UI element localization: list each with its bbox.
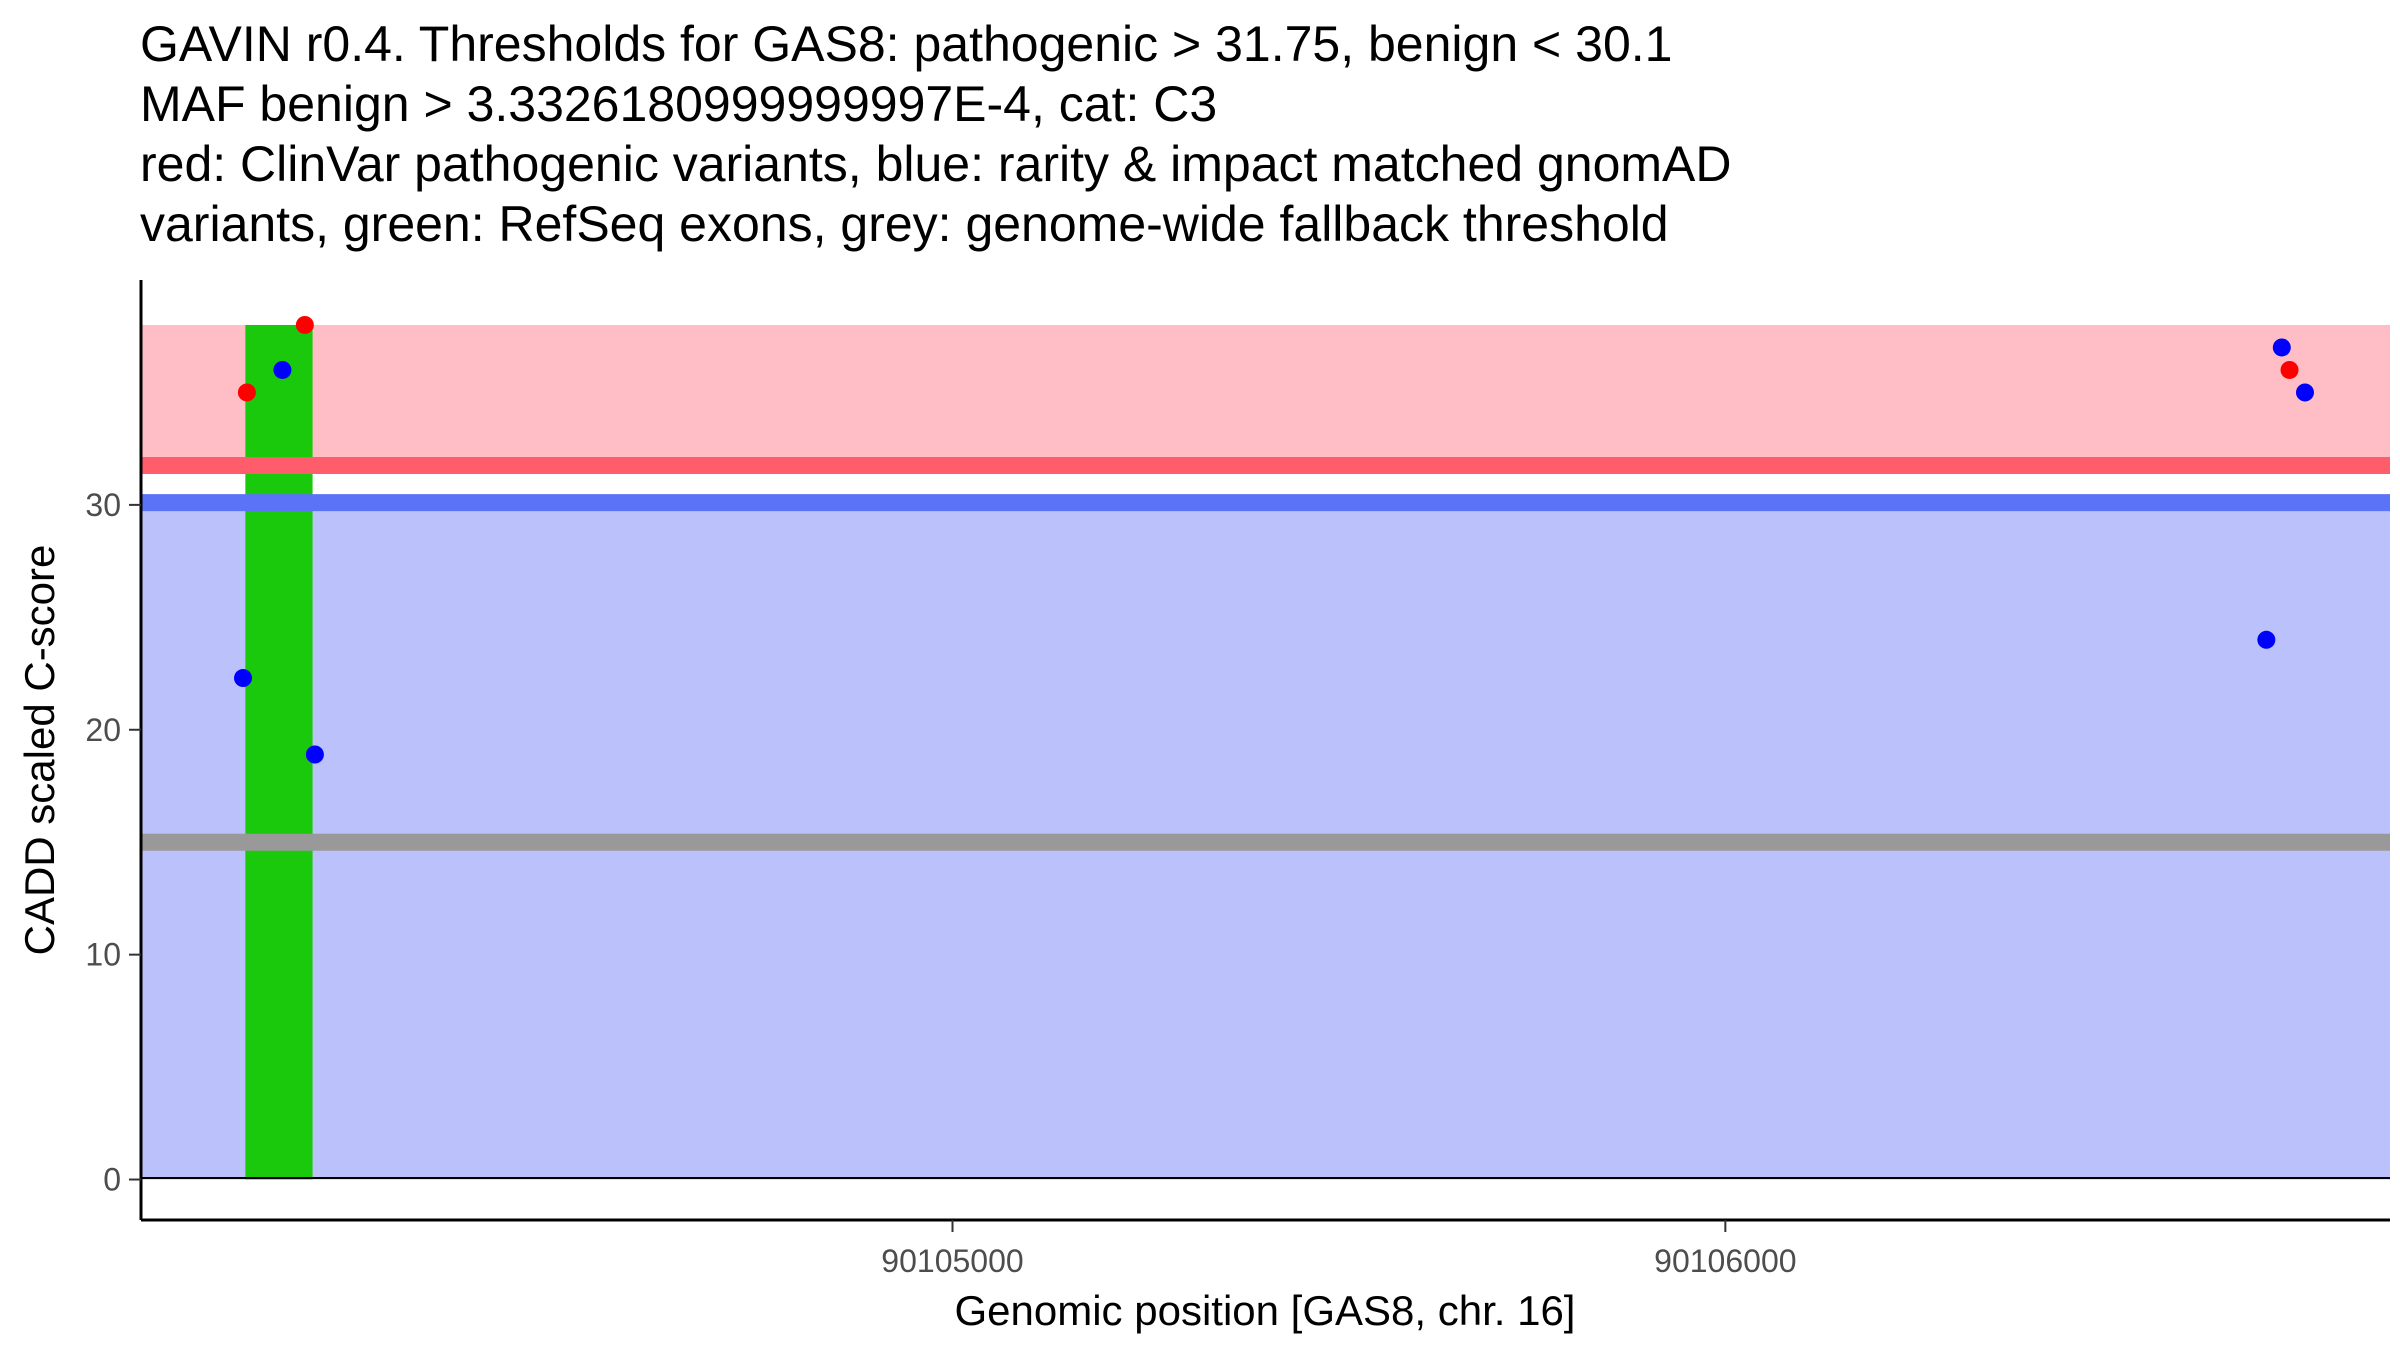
title-line-4: variants, green: RefSeq exons, grey: gen… [140, 196, 1669, 252]
chart-title: GAVIN r0.4. Thresholds for GAS8: pathoge… [140, 14, 2380, 254]
x-axis-ticks: 90105000 90106000 [881, 1220, 1797, 1279]
clinvar-point [237, 383, 256, 402]
x-tick-label: 90105000 [881, 1243, 1023, 1279]
clinvar-point [295, 315, 314, 334]
gnomad-point [234, 669, 253, 688]
title-line-1: GAVIN r0.4. Thresholds for GAS8: pathoge… [140, 16, 1673, 72]
gnomad-point [305, 745, 324, 764]
exon-regions [245, 324, 313, 1180]
x-axis-label: Genomic position [GAS8, chr. 16] [955, 1287, 1576, 1334]
clinvar-point [2280, 360, 2299, 379]
y-axis-ticks: 0 10 20 30 [85, 487, 141, 1198]
pathogenic-zone-band [141, 324, 2390, 466]
x-tick-label: 90106000 [1654, 1243, 1796, 1279]
threshold-lines [141, 457, 2390, 851]
gnomad-point [2257, 630, 2276, 649]
y-tick-label: 0 [103, 1162, 121, 1198]
exon-bar [245, 324, 313, 1180]
variant-points [234, 315, 2314, 764]
title-line-3: red: ClinVar pathogenic variants, blue: … [140, 136, 1732, 192]
gnomad-point [273, 360, 292, 379]
y-tick-label: 30 [85, 487, 121, 523]
gnomad-point [2272, 338, 2291, 357]
gnomad-point [2295, 383, 2314, 402]
y-tick-label: 20 [85, 712, 121, 748]
score-bands [141, 324, 2390, 1180]
y-tick-label: 10 [85, 937, 121, 973]
title-line-2: MAF benign > 3.3326180999999997E-4, cat:… [140, 76, 1218, 132]
y-axis-label: CADD scaled C-score [16, 545, 63, 956]
